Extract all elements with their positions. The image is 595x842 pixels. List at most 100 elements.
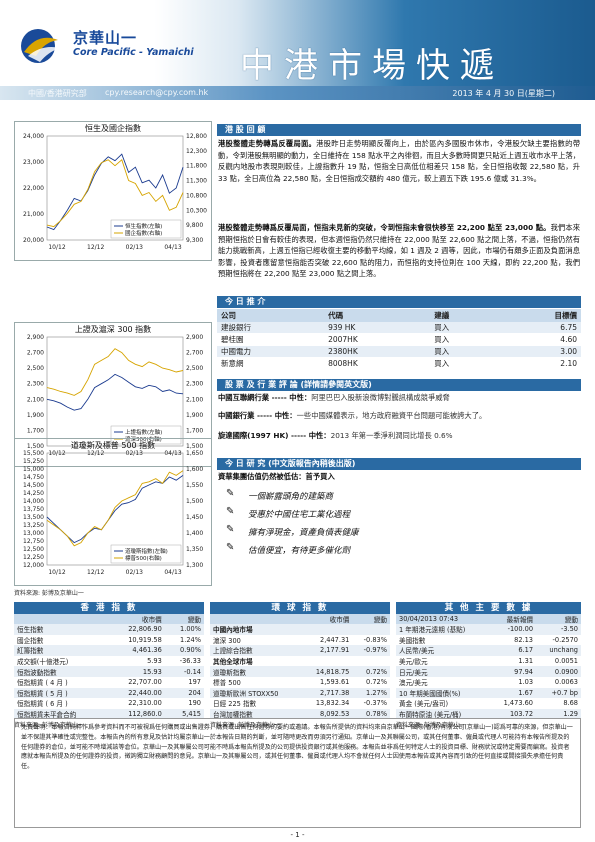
x-axis-tick-label: 02/13 (126, 450, 143, 457)
rating: 買入 (430, 357, 496, 370)
column-header (14, 614, 108, 624)
hk-indices-table: 收市價 變動 恒生指數 22,806.90 1.00% 國企指數 10,919.58 1.24… (14, 614, 204, 720)
pencil-bullet-icon: ✎ (226, 542, 235, 553)
table-row: 美元/歐元 1.31 0.0051 (396, 656, 581, 667)
row-label: 恒指期貨未平倉合約 (14, 708, 108, 720)
market-review-para-1-body: 港股昨日走勢明顯反覆向上，由於區內多國股市休市，令港股欠缺主要指數的帶動，令到港… (218, 139, 580, 183)
change-value: 5,415 (164, 708, 204, 720)
close-value (301, 624, 353, 635)
left-axis-tick-label: 23,000 (23, 159, 44, 166)
right-axis-tick-label: 1,900 (186, 412, 203, 419)
pencil-bullet-icon: ✎ (226, 488, 235, 499)
right-axis-tick-label: 1,400 (186, 530, 203, 537)
close-value: -100.00 (490, 624, 537, 635)
table-row: 黃金 (美元/盎司) 1,473.60 8.68 (396, 698, 581, 709)
left-axis-tick-label: 14,000 (23, 498, 44, 505)
col-code: 代碼 (324, 309, 431, 322)
row-label: 上證綜合指數 (210, 645, 302, 656)
row-label: 道瓊斯歐洲 STOXX50 (210, 687, 302, 699)
dji-chart-plot: 12,00012,25012,50012,75013,00013,25013,5… (23, 450, 203, 576)
table-row: 恒生指數 22,806.90 1.00% (14, 624, 204, 635)
right-axis-tick-label: 10,800 (186, 192, 207, 199)
x-axis-tick-label: 12/12 (87, 569, 104, 576)
table-row: 美國指數 82.13 -0.2570 (396, 635, 581, 646)
left-axis-tick-label: 12,250 (23, 554, 44, 561)
header-subbar (0, 86, 595, 100)
chart-source-note: 資料來源: 彭博及京華山一 (14, 590, 84, 597)
x-axis-tick-label: 10/12 (48, 569, 65, 576)
row-label: 日元/美元 (396, 666, 491, 677)
row-label: 國企指數 (17, 636, 44, 645)
table-row: 日經 225 指數 13,832.34 -0.37% (210, 698, 390, 709)
change-value (352, 656, 390, 667)
column-header: 變動 (164, 614, 204, 624)
other-data-source: 資料來源: 彭博及京華山一 (396, 722, 466, 730)
x-axis-tick-label: 04/13 (164, 244, 181, 251)
pencil-bullet-icon: ✎ (226, 524, 235, 535)
other-data-heading: 其 他 主 要 數 據 (396, 602, 581, 614)
company-logo-icon (21, 29, 60, 63)
comment-subject: 中國互聯網行業 ----- 中性： (218, 393, 312, 402)
comment-subject: 中國銀行業 ----- 中性： (218, 411, 297, 420)
series-line (46, 348, 184, 396)
other-data-panel: 其 他 主 要 數 據 30/04/2013 07:43 最新報價 變動 1 年期港元… (396, 602, 581, 729)
right-axis-tick-label: 10,300 (186, 207, 207, 214)
close-value: 103.72 (490, 708, 537, 720)
right-axis-tick-label: 9,300 (186, 237, 203, 244)
legend-entry: 上證指數(左軸) (125, 428, 162, 436)
left-axis-tick-label: 24,000 (23, 133, 44, 140)
table-row: 澳元/美元 1.03 0.0063 (396, 677, 581, 688)
close-value: 22,310.00 (128, 699, 162, 708)
column-header: 30/04/2013 07:43 (396, 614, 491, 624)
plot-frame (46, 452, 184, 566)
row-label: 1 年期港元遠期 (基點) (396, 624, 491, 635)
row-label: 滬深 300 (213, 636, 241, 645)
company: 中國電力 (217, 345, 325, 358)
table-row: 恒指期貨 ( 5 月 ) 22,440.00 204 (14, 687, 204, 699)
rating: 買入 (430, 345, 496, 358)
close-value: 15.93 (107, 666, 165, 677)
table-row: 台灣加權指數 8,092.53 0.78% (210, 708, 390, 720)
market-review-para-2-body: 我們本來預期恒指於日會有較佳的表現，但本週恒指仍然只維持在 22,000 點至 … (218, 223, 581, 279)
left-axis-tick-label: 14,750 (23, 474, 44, 481)
csi-chart-plot: 1,500 1,700 1,900 2,100 2,300 2,500 2,700 2,900… (27, 334, 204, 457)
table-header-row: 收市價 變動 (14, 614, 204, 624)
close-value: 6.17 (490, 645, 537, 656)
table-row: 布蘭特原油 (美元/桶) 103.72 1.29 (396, 708, 581, 720)
right-axis-tick-label: 1,350 (186, 546, 203, 553)
table-header-row: 收市價 變動 (210, 614, 390, 624)
x-axis-tick-label: 02/13 (126, 244, 143, 251)
left-axis-tick-label: 1,700 (27, 427, 44, 434)
right-axis-tick-label: 11,800 (186, 163, 207, 170)
company-name-cn: 京華山一 (73, 29, 138, 47)
left-axis-tick-label: 2,500 (27, 365, 44, 372)
table-row: 滬深 300 2,447.31 -0.83% (210, 635, 390, 646)
department-label: 中國/香港研究部 (28, 89, 87, 98)
research-bullet: 估值便宜，有待更多催化劑 (248, 546, 351, 556)
change-value: -0.97% (352, 645, 390, 656)
research-email-link[interactable]: cpy.research@cpy.com.hk (105, 88, 209, 97)
table-row: 其他全球市場 (210, 656, 390, 667)
plot-frame (46, 135, 184, 241)
table-row: 恒指波動指數 15.93 -0.14 (14, 666, 204, 677)
research-title-text: 資華集團估值仍然被低估：首予買入 (218, 472, 335, 481)
row-label: 紅籌指數 (14, 645, 108, 656)
right-axis-tick-label: 2,100 (186, 396, 203, 403)
row-label: 成交額(十億港元) (17, 658, 69, 667)
table-row: 恒指期貨未平倉合約 112,860.0 5,415 (14, 708, 204, 720)
left-axis-tick-label: 15,000 (23, 466, 44, 473)
column-header: 變動 (352, 614, 390, 624)
comment-text: 阿里巴巴入股新浪微博對騰訊構成競爭威脅 (311, 393, 450, 402)
column-header: 收市價 (107, 614, 165, 624)
change-value: 0.78% (352, 708, 390, 720)
close-value: 1,593.61 (320, 678, 350, 687)
hsi-chart: 恒生及國企指數 20,000 21,000 22,000 23,000 24,000 9,… (14, 121, 212, 261)
table-row: 碧桂園 2007HK 買入 4.60 (217, 333, 581, 346)
change-value: -0.2570 (552, 635, 578, 644)
change-value: 1.27% (352, 687, 390, 699)
left-axis-tick-label: 2,300 (27, 381, 44, 388)
row-label: 中國內地市場 (210, 624, 302, 635)
change-value: 0.72% (352, 666, 390, 677)
code: 2380HK (324, 345, 431, 358)
right-axis-tick-label: 2,700 (186, 350, 203, 357)
